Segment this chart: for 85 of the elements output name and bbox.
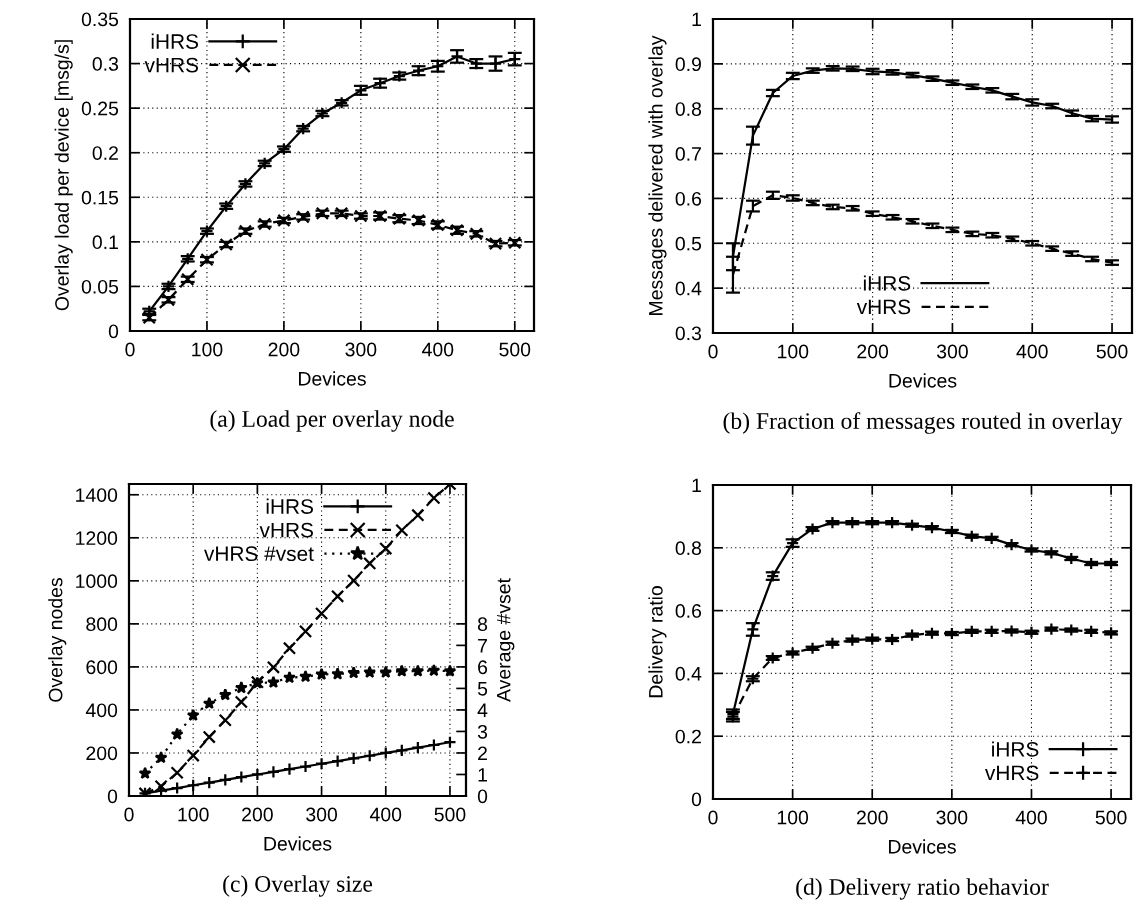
y-tick-label: 0.8 [675, 102, 702, 116]
text: (a) Load per overlay node [210, 410, 454, 432]
y2-tick-label: 5 [477, 682, 488, 696]
legend-label: iHRS [151, 33, 199, 49]
x-tick-label: 0 [125, 342, 135, 357]
y-tick-label: 0.6 [675, 604, 702, 618]
y-tick-label: 800 [86, 617, 118, 632]
x-tick-label: 200 [242, 807, 273, 822]
y-tick-label: 0.5 [675, 236, 702, 251]
text: (c) Overlay size [223, 875, 373, 897]
y2-tick-label: 4 [477, 703, 488, 717]
y-axis-title: Delivery ratio [648, 586, 667, 698]
y-tick-label: 1 [692, 478, 701, 493]
x-axis-title: Devices [264, 836, 332, 851]
y-tick-label: 0.25 [81, 101, 119, 116]
y-tick-label: 400 [85, 703, 118, 718]
x-tick-label: 0 [708, 344, 718, 359]
y-tick-label: 0.8 [675, 541, 702, 556]
y-tick-label: 0.3 [675, 326, 702, 341]
y-tick-label: 0.9 [675, 57, 701, 72]
x-tick-label: 200 [268, 342, 300, 357]
text: (b) Fraction of messages routed in overlay [723, 412, 1123, 434]
legend-label: iHRS [266, 498, 313, 514]
x-axis-title: Devices [889, 839, 956, 854]
y-tick-label: 0.3 [92, 57, 119, 71]
x-tick-label: 500 [499, 342, 531, 357]
x-tick-label: 200 [857, 344, 889, 359]
y-tick-label: 0 [107, 789, 118, 804]
x-tick-label: 100 [178, 807, 209, 822]
y2-tick-label: 3 [477, 724, 488, 739]
y2-tick-label: 2 [478, 746, 487, 761]
y2-axis-title: Average #vset [496, 578, 515, 702]
y-axis-title: Overlay load per device [msg/s] [54, 40, 73, 311]
y-tick-label: 0.7 [675, 147, 701, 161]
x-tick-label: 400 [422, 342, 454, 357]
y-tick-label: 0.4 [675, 281, 702, 296]
y-tick-label: 0.2 [675, 729, 701, 744]
y-tick-label: 0 [691, 792, 702, 807]
legend-label: vHRS [985, 765, 1039, 781]
x-tick-label: 500 [1095, 810, 1127, 825]
x-tick-label: 500 [434, 807, 466, 822]
y-tick-label: 0.2 [92, 146, 118, 160]
x-axis-title: Devices [299, 371, 366, 386]
y-tick-label: 0.6 [675, 191, 702, 206]
x-tick-label: 100 [778, 344, 809, 359]
x-tick-label: 300 [936, 810, 968, 825]
legend-label: iHRS [992, 741, 1039, 757]
x-tick-label: 300 [936, 344, 968, 359]
y-tick-label: 1 [692, 12, 701, 27]
y-tick-label: 0.1 [92, 235, 118, 250]
x-tick-label: 200 [857, 810, 888, 825]
y2-tick-label: 7 [478, 639, 487, 653]
y-tick-label: 1400 [76, 488, 118, 502]
x-tick-label: 400 [1015, 810, 1047, 825]
y-axis-title: Overlay nodes [48, 578, 67, 702]
text: (d) Delivery ratio behavior [796, 878, 1049, 900]
x-tick-label: 300 [306, 807, 338, 822]
x-tick-label: 300 [345, 342, 377, 357]
y-tick-label: 0.35 [81, 12, 119, 27]
legend-label: vHRS [144, 57, 199, 73]
x-tick-label: 400 [1016, 344, 1048, 359]
y-tick-label: 600 [86, 660, 118, 675]
legend-label: vHRS [259, 522, 313, 538]
x-axis-title: Devices [889, 373, 957, 388]
y-tick-label: 1000 [76, 574, 118, 589]
y2-tick-label: 6 [478, 660, 488, 675]
y-axis-title: Messages delivered with overlay [648, 35, 667, 315]
x-tick-label: 500 [1096, 344, 1128, 359]
y-tick-label: 0 [108, 324, 119, 339]
legend-label: iHRS [863, 275, 911, 291]
y-tick-label: 0.05 [81, 279, 119, 294]
x-tick-label: 0 [124, 807, 134, 822]
legend-label: vHRS [856, 299, 911, 315]
legend-label: vHRS #vset [204, 546, 314, 562]
x-tick-label: 0 [708, 810, 718, 825]
x-tick-label: 100 [192, 342, 223, 357]
y2-tick-label: 0 [477, 789, 488, 804]
y-tick-label: 0.15 [81, 190, 119, 205]
y-tick-label: 200 [86, 746, 118, 761]
x-tick-label: 100 [777, 810, 809, 825]
y2-tick-label: 8 [477, 617, 488, 632]
y2-tick-label: 1 [478, 768, 487, 782]
x-tick-label: 400 [369, 807, 402, 822]
y-tick-label: 0.4 [675, 666, 702, 681]
y-tick-label: 1200 [76, 531, 118, 546]
